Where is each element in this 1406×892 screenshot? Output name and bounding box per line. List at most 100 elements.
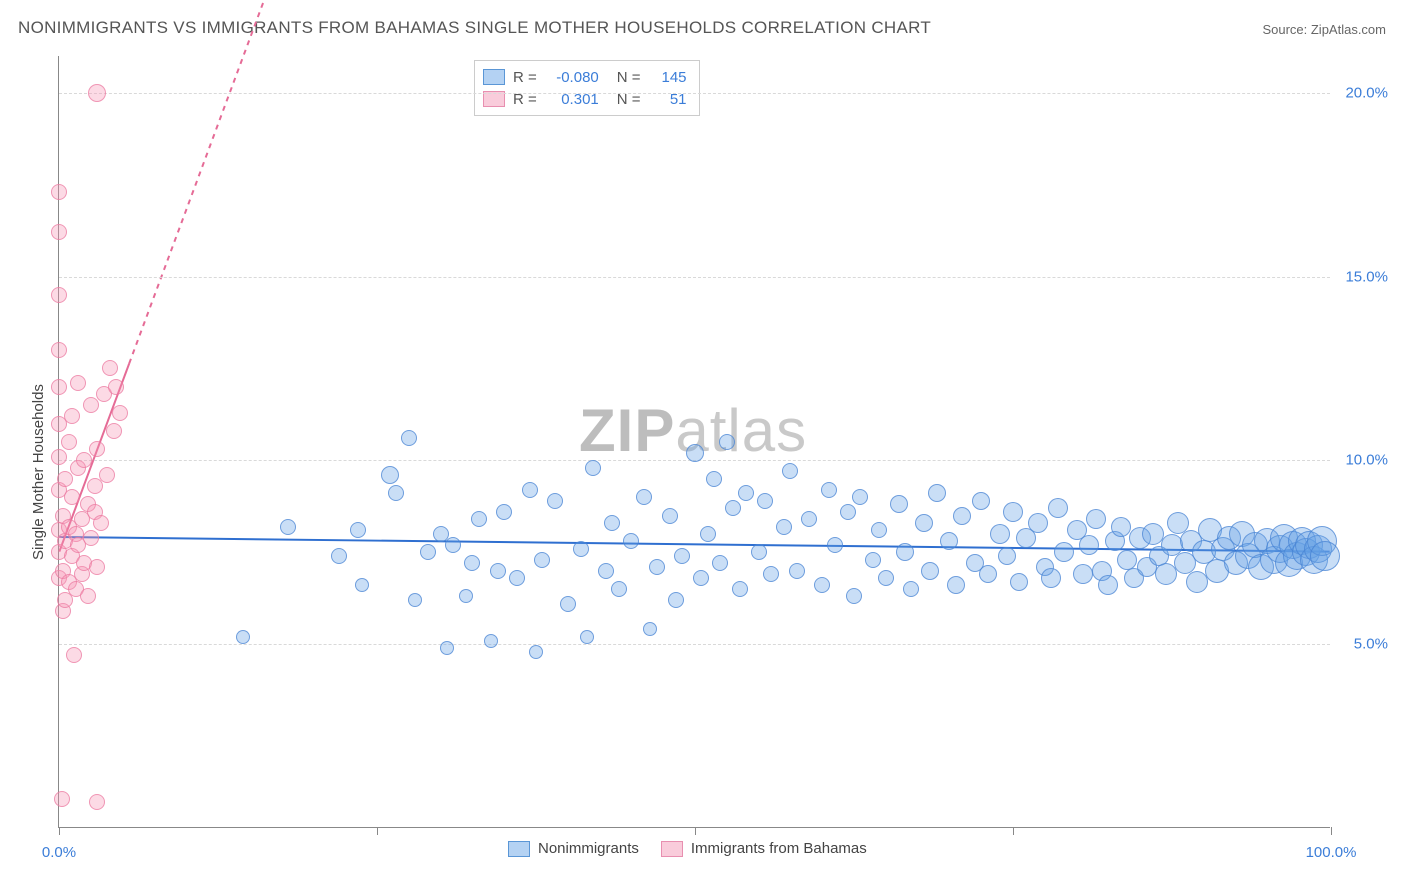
data-point: [51, 379, 67, 395]
legend-n-label: N =: [617, 69, 641, 86]
data-point: [1117, 550, 1137, 570]
data-point: [725, 500, 741, 516]
data-point: [388, 485, 404, 501]
data-point: [998, 547, 1016, 565]
data-point: [865, 552, 881, 568]
data-point: [643, 622, 657, 636]
data-point: [604, 515, 620, 531]
data-point: [915, 514, 933, 532]
chart-title: NONIMMIGRANTS VS IMMIGRANTS FROM BAHAMAS…: [18, 18, 931, 38]
data-point: [471, 511, 487, 527]
data-point: [693, 570, 709, 586]
y-tick-label: 15.0%: [1345, 268, 1388, 285]
data-point: [1073, 564, 1093, 584]
data-point: [719, 434, 735, 450]
data-point: [51, 342, 67, 358]
data-point: [534, 552, 550, 568]
data-point: [350, 522, 366, 538]
data-point: [80, 588, 96, 604]
legend-r-value: -0.080: [545, 69, 599, 86]
source-label: Source:: [1262, 22, 1310, 37]
data-point: [76, 452, 92, 468]
data-point: [93, 515, 109, 531]
data-point: [947, 576, 965, 594]
legend-item: Nonimmigrants: [508, 840, 639, 857]
data-point: [921, 562, 939, 580]
data-point: [70, 375, 86, 391]
data-point: [88, 84, 106, 102]
data-point: [890, 495, 908, 513]
data-point: [87, 478, 103, 494]
data-point: [751, 544, 767, 560]
x-tick: [1013, 827, 1014, 835]
y-tick-label: 10.0%: [1345, 452, 1388, 469]
data-point: [649, 559, 665, 575]
legend-series: NonimmigrantsImmigrants from Bahamas: [508, 840, 867, 857]
source-attribution: Source: ZipAtlas.com: [1262, 22, 1386, 37]
data-point: [51, 184, 67, 200]
data-point: [903, 581, 919, 597]
data-point: [1054, 542, 1074, 562]
data-point: [940, 532, 958, 550]
data-point: [496, 504, 512, 520]
data-point: [1111, 517, 1131, 537]
data-point: [408, 593, 422, 607]
trend-line: [129, 0, 339, 363]
data-point: [61, 434, 77, 450]
data-point: [445, 537, 461, 553]
data-point: [89, 794, 105, 810]
data-point: [108, 379, 124, 395]
y-tick-label: 20.0%: [1345, 84, 1388, 101]
legend-r-label: R =: [513, 69, 537, 86]
data-point: [1098, 575, 1118, 595]
data-point: [529, 645, 543, 659]
data-point: [522, 482, 538, 498]
legend-swatch: [661, 841, 683, 857]
data-point: [700, 526, 716, 542]
data-point: [979, 565, 997, 583]
data-point: [464, 555, 480, 571]
data-point: [89, 559, 105, 575]
data-point: [757, 493, 773, 509]
y-axis-label: Single Mother Households: [30, 384, 47, 560]
data-point: [878, 570, 894, 586]
data-point: [331, 548, 347, 564]
data-point: [636, 489, 652, 505]
data-point: [1048, 498, 1068, 518]
legend-swatch: [483, 69, 505, 85]
gridline: [59, 277, 1330, 278]
x-tick: [1331, 827, 1332, 835]
data-point: [668, 592, 684, 608]
data-point: [871, 522, 887, 538]
data-point: [732, 581, 748, 597]
data-point: [401, 430, 417, 446]
data-point: [440, 641, 454, 655]
legend-swatch: [508, 841, 530, 857]
data-point: [106, 423, 122, 439]
data-point: [57, 471, 73, 487]
data-point: [51, 287, 67, 303]
legend-label: Nonimmigrants: [538, 840, 639, 857]
watermark-zip: ZIP: [579, 397, 675, 464]
x-tick-label: 0.0%: [42, 844, 76, 861]
data-point: [782, 463, 798, 479]
data-point: [51, 449, 67, 465]
data-point: [51, 224, 67, 240]
trend-lines-layer: [59, 56, 1330, 827]
x-tick: [59, 827, 60, 835]
source-value: ZipAtlas.com: [1311, 22, 1386, 37]
data-point: [706, 471, 722, 487]
data-point: [1010, 573, 1028, 591]
data-point: [560, 596, 576, 612]
data-point: [112, 405, 128, 421]
data-point: [580, 630, 594, 644]
data-point: [484, 634, 498, 648]
data-point: [102, 360, 118, 376]
x-tick: [695, 827, 696, 835]
data-point: [64, 489, 80, 505]
data-point: [953, 507, 971, 525]
plot-area: ZIPatlas R =-0.080N =145R =0.301N =51 5.…: [58, 56, 1330, 828]
data-point: [573, 541, 589, 557]
data-point: [420, 544, 436, 560]
data-point: [840, 504, 856, 520]
